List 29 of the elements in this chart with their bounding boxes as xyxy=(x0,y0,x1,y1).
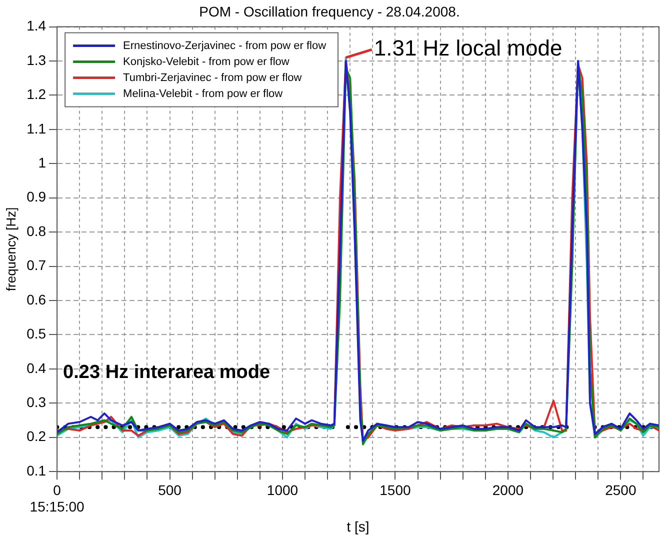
y-tick-label: 0.3 xyxy=(26,394,46,410)
y-tick-label: 1.1 xyxy=(26,120,46,136)
annotation: 0.23 Hz interarea mode xyxy=(63,362,270,384)
y-tick-label: 1 xyxy=(38,154,46,171)
x-tick-label: 500 xyxy=(158,482,182,498)
y-tick-label: 0.7 xyxy=(26,257,46,274)
legend-label: Ernestinovo-Zerjavinec - from pow er flow xyxy=(123,40,326,52)
x-axis-title: t [s] xyxy=(346,518,370,534)
x-tick-label: 0 15:15:00 xyxy=(30,482,85,515)
y-tick-label: 1.2 xyxy=(26,86,46,102)
legend-label: Konjsko-Velebit - from pow er flow xyxy=(123,56,290,68)
y-tick-label: 0.9 xyxy=(26,188,46,205)
y-tick-label: 0.5 xyxy=(26,326,46,342)
y-tick-label: 0.2 xyxy=(26,428,46,444)
y-axis-title: frequency [Hz] xyxy=(3,207,18,292)
y-tick-label: 1.4 xyxy=(26,18,46,34)
legend-label: Tumbri-Zerjavinec - from pow er flow xyxy=(123,72,302,84)
x-tick-label: 2500 xyxy=(605,482,636,498)
y-tick-label: 0.1 xyxy=(26,462,46,478)
chart-title: POM - Oscillation frequency - 28.04.2008. xyxy=(199,3,460,20)
y-tick-label: 0.4 xyxy=(26,360,46,376)
annotation: 1.31 Hz local mode xyxy=(374,36,562,61)
x-tick-label: 1000 xyxy=(266,482,298,498)
x-tick-label: 2000 xyxy=(492,482,524,498)
y-tick-label: 0.6 xyxy=(26,291,46,308)
y-tick-label: 1.3 xyxy=(26,52,46,68)
y-tick-label: 0.8 xyxy=(26,222,46,239)
x-tick-label: 1500 xyxy=(380,482,412,498)
legend-label: Melina-Velebit - from pow er flow xyxy=(123,88,283,100)
